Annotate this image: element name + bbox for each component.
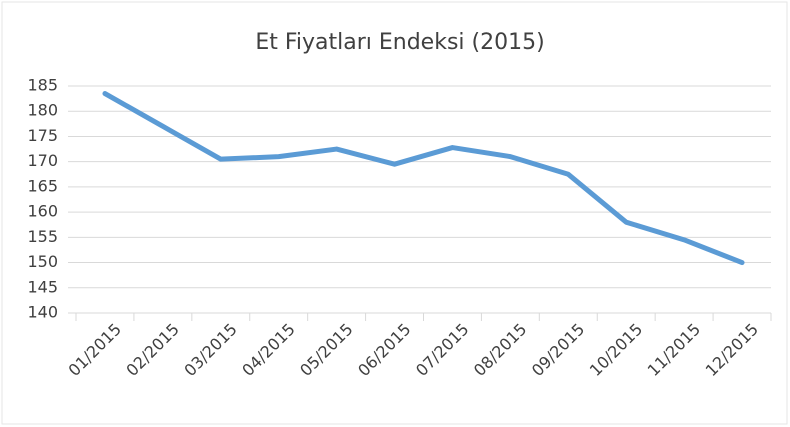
- y-tick-label: 155: [27, 227, 58, 246]
- y-tick-label: 170: [27, 151, 58, 170]
- y-tick-label: 145: [27, 277, 58, 296]
- y-tick-label: 175: [27, 126, 58, 145]
- y-tick-label: 160: [27, 202, 58, 221]
- line-series: [102, 91, 745, 266]
- y-tick-label: 180: [27, 101, 58, 120]
- y-tick-label: 150: [27, 252, 58, 271]
- y-tick-label: 165: [27, 176, 58, 195]
- y-tick-label: 185: [27, 76, 58, 95]
- chart-title: Et Fiyatları Endeksi (2015): [255, 30, 544, 55]
- y-tick-label: 140: [27, 303, 58, 322]
